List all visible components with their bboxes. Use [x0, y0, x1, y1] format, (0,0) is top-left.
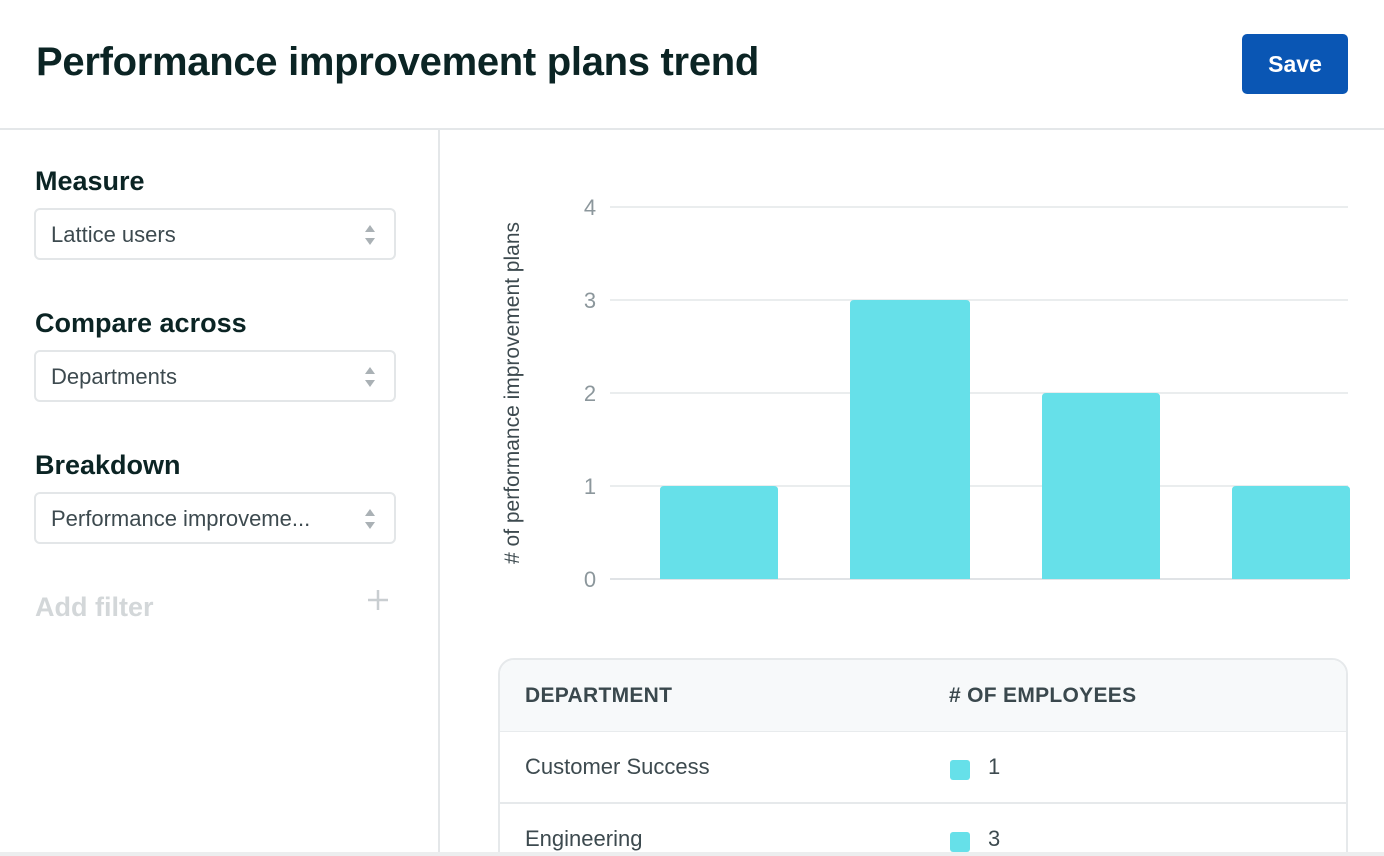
save-button[interactable]: Save — [1242, 34, 1348, 94]
employee-count-cell: 1 — [988, 754, 1001, 779]
department-column-header: DEPARTMENT — [525, 684, 673, 707]
department-cell: Engineering — [525, 826, 643, 851]
page-header: Performance improvement plans trend Save — [0, 0, 1384, 130]
y-tick-label: 1 — [584, 474, 596, 499]
bottom-divider — [0, 852, 1384, 856]
compare-across-label: Compare across — [35, 308, 247, 338]
sort-arrows-icon — [365, 367, 375, 387]
series-swatch — [950, 760, 970, 780]
page-title: Performance improvement plans trend — [36, 40, 760, 84]
compare-across-select[interactable]: Departments — [34, 350, 396, 402]
y-axis-label: # of performance improvement plans — [501, 222, 524, 564]
table-row: Engineering 3 — [500, 804, 1346, 856]
employee-count-cell: 3 — [988, 826, 1001, 851]
plus-icon[interactable] — [364, 586, 392, 614]
department-cell: Customer Success — [525, 754, 710, 779]
breakdown-select[interactable]: Performance improveme... — [34, 492, 396, 544]
sidebar: Measure Lattice users Compare across Dep… — [0, 130, 440, 856]
sort-arrows-icon — [365, 225, 375, 245]
bar-chart: 0 1 2 3 4 # of performance improvement plans — [501, 195, 1350, 592]
bar[interactable] — [850, 300, 970, 579]
y-tick-label: 0 — [584, 567, 596, 592]
breakdown-select-value: Performance improveme... — [51, 506, 311, 531]
series-swatch — [950, 832, 970, 852]
compare-across-select-value: Departments — [51, 364, 177, 389]
breakdown-label: Breakdown — [35, 450, 181, 480]
bar[interactable] — [1232, 486, 1350, 579]
measure-select[interactable]: Lattice users — [34, 208, 396, 260]
y-tick-label: 3 — [584, 288, 596, 313]
sort-arrows-icon — [365, 509, 375, 529]
data-table: DEPARTMENT # OF EMPLOYEES Customer Succe… — [498, 658, 1348, 856]
y-tick-label: 2 — [584, 381, 596, 406]
measure-select-value: Lattice users — [51, 222, 176, 247]
chart-panel: 0 1 2 3 4 # of performance improvement plans — [442, 130, 1384, 856]
measure-label: Measure — [35, 166, 145, 196]
bar[interactable] — [660, 486, 778, 579]
employees-column-header: # OF EMPLOYEES — [949, 684, 1137, 707]
table-header: DEPARTMENT # OF EMPLOYEES — [500, 660, 1346, 732]
y-tick-label: 4 — [584, 195, 596, 220]
bar[interactable] — [1042, 393, 1160, 579]
add-filter-label[interactable]: Add filter — [35, 592, 154, 622]
table-row: Customer Success 1 — [500, 732, 1346, 804]
